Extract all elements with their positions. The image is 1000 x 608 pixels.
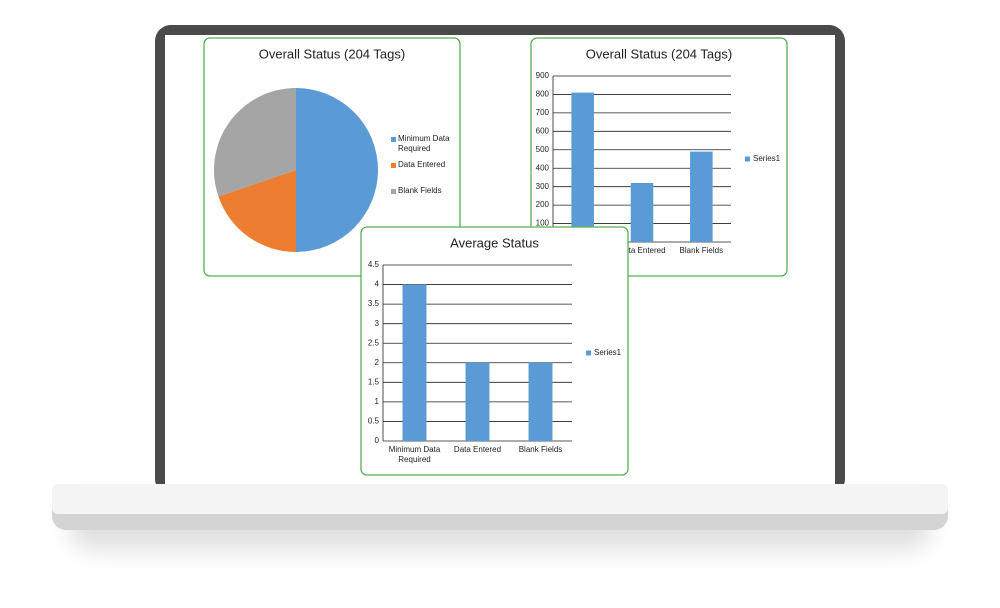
y-tick-label: 300 — [536, 182, 550, 191]
x-tick-label: Minimum Data Required — [388, 445, 441, 464]
bar — [402, 284, 427, 441]
x-tick-label-box: Blank Fields — [518, 445, 563, 454]
y-tick-label: 4.5 — [368, 260, 380, 269]
legend-label: Series1 — [753, 154, 781, 163]
panel-frame — [530, 37, 788, 277]
y-tick-label: 2 — [375, 358, 380, 367]
chart-panel: Overall Status (204 Tags) Minimum Data Re… — [203, 37, 461, 277]
legend-label-box: Minimum Data Required — [398, 134, 450, 153]
y-tick-label: 1.5 — [368, 377, 380, 386]
y-tick-label: 3.5 — [368, 299, 380, 308]
pie-slice — [296, 88, 378, 252]
bar — [465, 362, 490, 441]
bar — [630, 182, 654, 242]
legend-label: Series1 — [594, 348, 622, 357]
x-tick-label-box: Blank Fields — [679, 246, 724, 255]
y-tick-label: 900 — [536, 71, 550, 80]
y-tick-label: 100 — [536, 219, 550, 228]
chart-title: Average Status — [450, 235, 539, 250]
bar — [528, 362, 553, 441]
y-tick-label: 4 — [375, 280, 380, 289]
chart-panel: Average Status 0 0.5 1 1.5 2 2.5 3 3.5 4 4.5 Series… — [360, 226, 629, 476]
y-tick-label: 0 — [375, 436, 380, 445]
bar — [690, 151, 713, 242]
chart-title: Overall Status (204 Tags) — [259, 46, 405, 61]
x-tick-label-box: Minimum Data Required — [388, 445, 441, 464]
x-tick-label-box: Data Entered — [453, 445, 502, 454]
x-tick-label-box: Data Entered — [618, 246, 666, 255]
y-tick-label: 1 — [375, 397, 380, 406]
x-tick-label: Data Entered — [453, 445, 502, 454]
y-tick-label: 800 — [536, 90, 550, 99]
legend-label: Data Entered — [398, 160, 446, 169]
legend-swatch — [391, 137, 396, 142]
legend-swatch — [391, 163, 396, 168]
y-tick-label: 600 — [536, 126, 550, 135]
legend-swatch — [586, 350, 591, 356]
charts: Overall Status (204 Tags) Minimum Data Re… — [203, 37, 788, 476]
y-tick-label: 500 — [536, 145, 550, 154]
legend-label: Minimum Data Required — [398, 134, 450, 153]
legend-swatch — [391, 189, 396, 194]
legend-swatch — [745, 156, 750, 162]
y-tick-label: 400 — [536, 163, 550, 172]
pie-slice — [218, 170, 296, 252]
y-tick-label: 700 — [536, 108, 550, 117]
y-tick-label: 0.5 — [368, 417, 380, 426]
pie-slice — [214, 88, 296, 197]
x-tick-label: Blank Fields — [679, 246, 724, 255]
legend-label: Blank Fields — [398, 186, 442, 195]
panel-frame — [360, 226, 629, 476]
bar — [571, 92, 594, 242]
x-tick-label: Data Entered — [618, 246, 666, 255]
y-tick-label: 2.5 — [368, 338, 380, 347]
legend-label-box: Blank Fields — [398, 186, 442, 195]
chart-title: Overall Status (204 Tags) — [586, 46, 732, 61]
x-tick-label: Blank Fields — [518, 445, 563, 454]
legend-label-box: Data Entered — [398, 160, 446, 169]
y-tick-label: 3 — [375, 319, 380, 328]
chart-panel: Overall Status (204 Tags)010020030040050… — [530, 37, 788, 277]
y-tick-label: 200 — [536, 200, 550, 209]
laptop-base-top — [52, 484, 948, 514]
